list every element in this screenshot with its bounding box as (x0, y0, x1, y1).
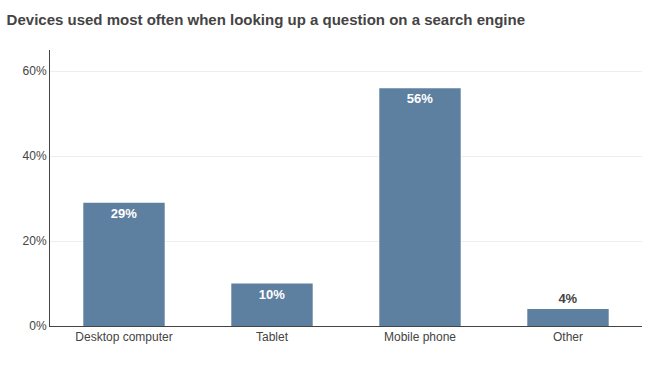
svg-text:10%: 10% (259, 287, 285, 302)
svg-text:20%: 20% (23, 234, 47, 248)
svg-text:29%: 29% (111, 206, 137, 221)
svg-text:Mobile phone: Mobile phone (384, 330, 456, 344)
svg-text:4%: 4% (558, 291, 577, 306)
svg-text:Tablet: Tablet (256, 330, 289, 344)
svg-text:Desktop computer: Desktop computer (75, 330, 172, 344)
svg-text:Devices used most often when l: Devices used most often when looking up … (7, 11, 525, 28)
svg-text:0%: 0% (29, 319, 47, 333)
svg-text:Other: Other (553, 330, 583, 344)
svg-text:60%: 60% (23, 64, 47, 78)
svg-text:56%: 56% (407, 91, 433, 106)
svg-text:40%: 40% (23, 149, 47, 163)
